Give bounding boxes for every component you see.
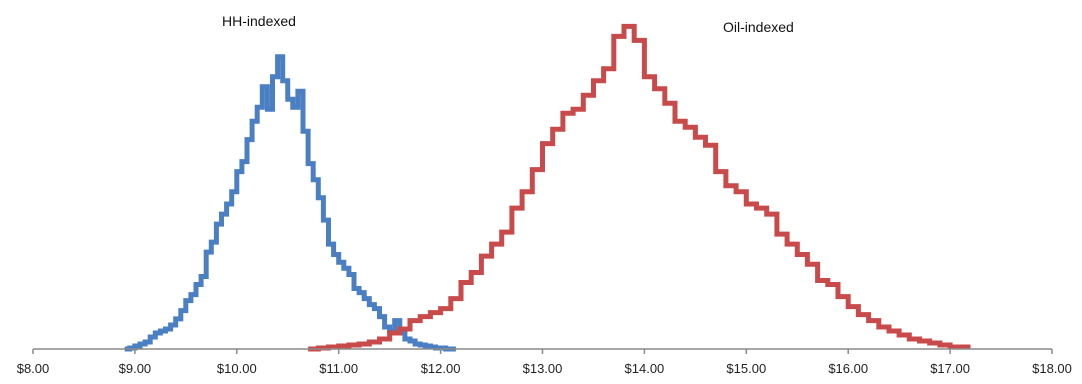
series-line-oil-indexed — [308, 23, 971, 352]
x-tick-label: $15.00 — [726, 361, 766, 376]
series-line-hh-indexed — [124, 54, 456, 352]
x-tick-label: $11.00 — [319, 361, 358, 376]
x-tick-label: $18.00 — [1032, 361, 1072, 376]
x-tick-label: $17.00 — [930, 361, 970, 376]
x-tick-label: $16.00 — [828, 361, 868, 376]
x-tick-label: $10.00 — [217, 361, 257, 376]
series-layer — [124, 23, 971, 352]
x-tick-label: $13.00 — [523, 361, 563, 376]
series-label-oil-indexed: Oil-indexed — [723, 19, 794, 35]
x-tick-label: $14.00 — [625, 361, 665, 376]
x-axis: $8.00 $9.00 $10.00 $11.00 $12.00 $13.00 $14.00… — [17, 348, 1072, 376]
series-label-hh-indexed: HH-indexed — [222, 13, 296, 29]
x-tick-label: $9.00 — [119, 361, 152, 376]
x-tick-label: $12.00 — [421, 361, 461, 376]
x-tick-label: $8.00 — [17, 361, 50, 376]
